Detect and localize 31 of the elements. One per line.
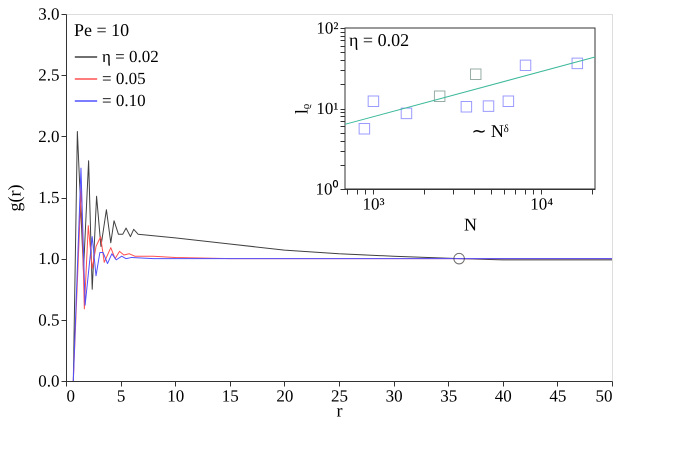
x-tick-label: 40 xyxy=(494,386,512,406)
x-tick-label: 10⁴ xyxy=(530,194,554,214)
x-tick-label: 15 xyxy=(222,386,239,406)
y-tick-label: 10¹ xyxy=(316,99,338,118)
legend-title: Pe = 10 xyxy=(74,20,130,40)
annotation: η = 0.02 xyxy=(349,30,410,50)
x-tick-label: 35 xyxy=(440,386,458,406)
legend-label: = 0.10 xyxy=(102,91,146,110)
y-tick-label: 1.0 xyxy=(38,249,60,268)
y-tick-label: 10² xyxy=(316,18,338,38)
x-tick-label: 50 xyxy=(596,386,612,406)
legend-label: = 0.05 xyxy=(102,69,146,88)
x-tick-label: 10³ xyxy=(362,194,385,214)
y-tick-label: 2.5 xyxy=(38,66,60,85)
x-tick-label: 0 xyxy=(66,386,75,406)
x-tick-label: 20 xyxy=(276,386,294,406)
y-tick-label: 0.0 xyxy=(38,372,60,390)
y-tick-label: 10⁰ xyxy=(316,180,338,198)
x-tick-label: 5 xyxy=(116,386,126,406)
x-axis-title: N xyxy=(464,214,477,234)
legend-label: η = 0.02 xyxy=(102,47,159,66)
y-tick-label: 3.0 xyxy=(38,4,60,24)
annotation: ∼ Nᵟ xyxy=(471,121,509,141)
y-axis-title: lᵨ xyxy=(292,104,312,114)
x-tick-label: 45 xyxy=(549,386,566,406)
y-tick-label: 0.5 xyxy=(38,310,60,330)
x-tick-label: 10 xyxy=(167,386,184,406)
y-tick-label: 2.0 xyxy=(38,126,60,146)
x-tick-label: 30 xyxy=(386,386,403,406)
y-tick-label: 1.5 xyxy=(38,188,60,207)
y-axis-title: g(r) xyxy=(4,184,24,212)
